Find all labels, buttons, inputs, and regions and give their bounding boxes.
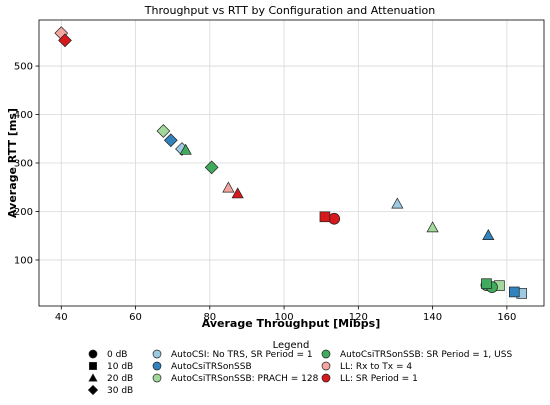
data-point [391,197,404,209]
legend-marker-triangle [88,373,98,382]
x-tick-label: 100 [275,312,294,323]
y-tick-label: 300 [14,159,33,170]
legend-label: 10 dB [107,362,133,372]
plot-frame [38,19,545,307]
legend-swatch [321,373,331,383]
legend-label: AutoCsiTRSonSSB: SR Period = 1, USS [340,350,512,360]
data-point [204,160,219,175]
legend-title: Legend [273,340,310,351]
data-point [482,229,495,240]
legend-label: AutoCSI: No TRS, SR Period = 1 [171,350,313,360]
data-point [222,181,235,193]
data-point [156,124,171,138]
legend-label: LL: SR Period = 1 [340,374,418,384]
data-point [163,133,178,148]
y-tick-label: 200 [14,207,33,218]
legend-label: AutoCsiTRSonSSB: PRACH = 128 [171,374,319,384]
data-point [426,221,439,233]
y-axis-ticks: 100 200 300 400 500 [14,62,39,266]
data-point [231,187,244,199]
legend-swatch [152,361,162,371]
data-point [58,33,72,48]
legend: Legend 0 dB 10 dB 20 dB 30 dB AutoCSI: No TR… [87,340,512,396]
data-point [481,278,492,290]
data-point [328,212,341,225]
legend-swatch [321,349,331,359]
legend-label: AutoCsiTRSonSSB [171,362,252,372]
x-tick-label: 80 [203,312,216,323]
legend-label: 20 dB [107,374,133,384]
data-points [54,26,528,299]
x-tick-label: 140 [423,312,442,323]
data-point [179,143,192,155]
chart-title: Throughput vs RTT by Configuration and A… [144,4,435,17]
y-tick-label: 500 [14,62,33,73]
x-tick-label: 40 [55,312,68,323]
legend-swatch [152,349,162,359]
grid-lines [39,20,544,306]
y-axis-label: Average RTT [ms] [6,108,19,218]
x-tick-label: 160 [497,312,516,323]
legend-label: 30 dB [107,386,133,396]
y-tick-label: 100 [14,255,33,266]
legend-label: 0 dB [107,350,127,360]
x-axis-label: Average Throughput [Mibps] [202,317,380,330]
legend-swatch [152,373,162,383]
legend-marker-square [89,362,97,370]
x-tick-label: 60 [129,312,142,323]
legend-label: LL: Rx to Tx = 4 [340,362,412,372]
x-axis-ticks: 40 60 80 100 120 140 160 [55,306,516,323]
y-tick-label: 400 [14,110,33,121]
data-point [319,211,331,223]
legend-marker-diamond [87,384,99,396]
legend-marker-circle [88,349,98,359]
legend-swatch [321,361,331,371]
data-point [508,286,520,298]
x-tick-label: 120 [349,312,368,323]
